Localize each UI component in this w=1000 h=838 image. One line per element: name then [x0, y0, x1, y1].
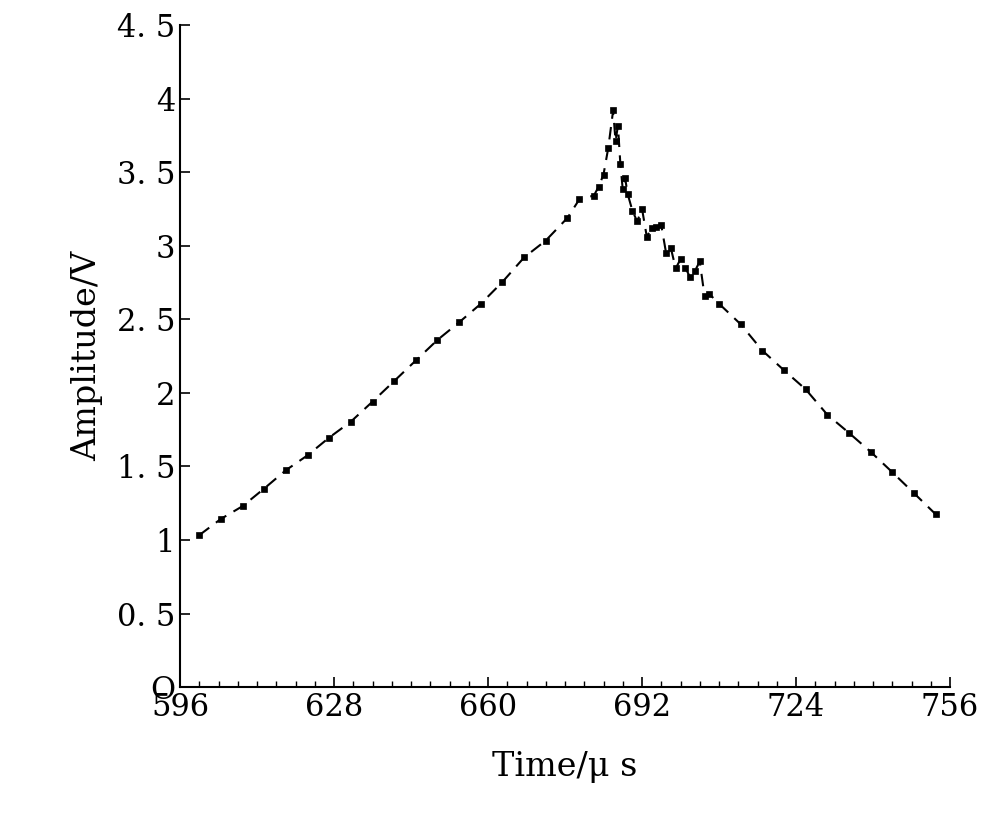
Y-axis label: Amplitude/V: Amplitude/V	[71, 251, 103, 461]
X-axis label: Time/μ s: Time/μ s	[492, 751, 638, 783]
